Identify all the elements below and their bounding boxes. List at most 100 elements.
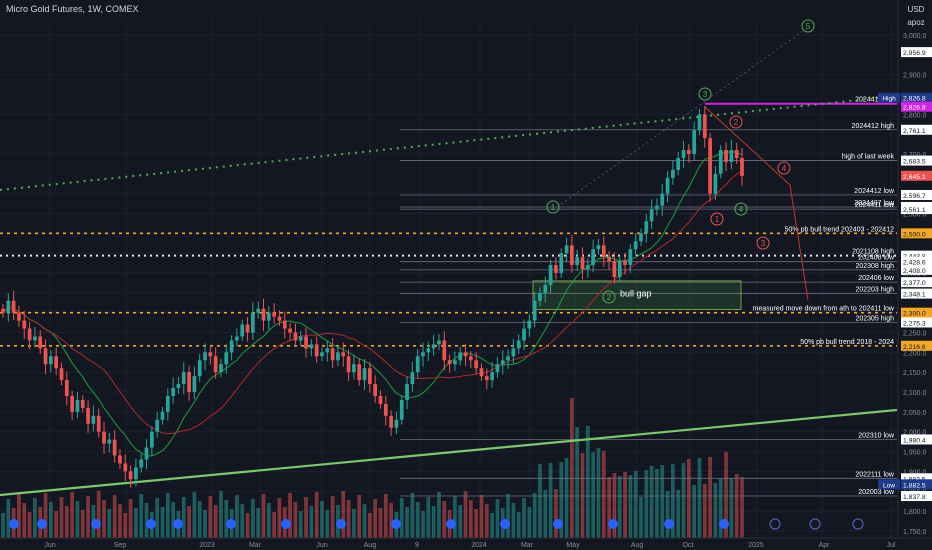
level-label: 2021108 high [852, 249, 894, 256]
price-badge [901, 204, 932, 215]
volume-bar [702, 484, 707, 538]
candle-body [160, 411, 165, 420]
event-marker-icon[interactable] [446, 519, 456, 529]
volume-bar [474, 509, 479, 538]
candle-body [660, 193, 665, 206]
time-tick-label: Aug [631, 542, 644, 549]
level-label: 202310 low [858, 432, 895, 439]
volume-bar [527, 507, 532, 538]
level-label: 202203 high [855, 287, 894, 294]
volume-bar [118, 504, 122, 538]
volume-bar [479, 495, 484, 538]
time-tick-label: Apr [819, 542, 831, 549]
candle-body [623, 261, 627, 266]
candle-body [421, 352, 425, 357]
price-badge-label: 1,882.5 [903, 482, 926, 489]
event-marker-icon[interactable] [173, 519, 183, 529]
volume-bar [48, 502, 53, 538]
event-marker-icon[interactable] [769, 518, 781, 530]
wave-marker [801, 19, 815, 33]
volume-bar [251, 499, 255, 538]
volume-bar [697, 458, 702, 538]
time-tick-label: 2023 [199, 542, 215, 549]
candle-body [70, 395, 74, 412]
volume-bar [718, 479, 723, 538]
volume-bar [102, 500, 106, 538]
support-trendline[interactable] [0, 408, 898, 497]
wave-marker [546, 200, 560, 214]
volume-bar [686, 459, 691, 538]
candle-body [11, 300, 16, 313]
price-badge-label: 2,683.5 [903, 159, 926, 166]
event-marker-icon[interactable] [281, 519, 291, 529]
candle-body [671, 169, 675, 178]
currency-label[interactable]: USD [907, 5, 925, 14]
event-marker-icon[interactable] [37, 519, 47, 529]
price-tick-label: 2,150.0 [903, 370, 926, 377]
volume-bar [655, 469, 659, 538]
candle-body [426, 348, 431, 353]
candle-body [389, 415, 393, 428]
candle-body [256, 308, 261, 313]
time-tick-label: 2025 [748, 542, 764, 549]
price-badge [901, 288, 932, 299]
event-marker-icon[interactable] [809, 518, 821, 530]
volume-bar [330, 496, 335, 538]
volume-bar [506, 494, 510, 538]
candle-body [91, 415, 96, 424]
price-axis-header[interactable]: USD apoz [900, 3, 932, 29]
candle-body [181, 372, 186, 385]
volume-bar [570, 398, 574, 538]
candle-body [676, 157, 681, 170]
volume-bar [235, 495, 239, 538]
volume-bar [548, 463, 553, 538]
candle-body [511, 348, 516, 357]
candle-body [171, 388, 175, 396]
wave-label: 2 [607, 293, 612, 302]
event-marker-icon[interactable] [500, 519, 510, 529]
event-marker-icon[interactable] [852, 518, 864, 530]
candle-body [490, 372, 494, 381]
volume-bar [160, 507, 165, 538]
level-label: 202305 high [855, 315, 894, 322]
level-label: 2024412 low [854, 188, 895, 195]
wave-marker [734, 202, 748, 216]
event-marker-icon[interactable] [553, 519, 563, 529]
candle-body [591, 249, 595, 266]
volume-bar [378, 508, 383, 538]
event-marker-icon[interactable] [9, 519, 19, 529]
event-marker-icon[interactable] [226, 519, 236, 529]
time-axis[interactable] [0, 538, 932, 550]
event-marker-icon[interactable] [608, 519, 618, 529]
volume-bar [383, 494, 388, 538]
candle-body [665, 177, 670, 194]
event-marker-icon[interactable] [719, 519, 729, 529]
candle-body [219, 364, 223, 373]
event-marker-icon[interactable] [664, 519, 674, 529]
event-marker-icon[interactable] [91, 519, 101, 529]
volume-bar [585, 426, 590, 538]
price-badge-label: 2,596.7 [903, 193, 926, 200]
candle-body [203, 352, 207, 361]
price-tick-label: 1,900.0 [903, 469, 926, 476]
event-marker-icon[interactable] [336, 519, 346, 529]
candle-body [144, 447, 149, 460]
wave-label: 2 [734, 118, 739, 127]
wave-marker [602, 290, 616, 304]
price-badge [901, 473, 932, 484]
event-marker-icon[interactable] [391, 519, 401, 529]
wave-label: 5 [806, 22, 811, 31]
price-tick-label: 2,800.0 [903, 112, 926, 119]
volume-bar [734, 474, 739, 538]
price-badge [901, 189, 932, 200]
candle-body [575, 257, 580, 266]
candle-body [112, 439, 117, 456]
candle-body [288, 328, 292, 333]
event-marker-icon[interactable] [146, 519, 156, 529]
price-axis[interactable] [900, 0, 932, 550]
candle-body [38, 336, 43, 349]
scale-mode-label[interactable]: apoz [907, 18, 925, 27]
candle-body [213, 356, 218, 373]
